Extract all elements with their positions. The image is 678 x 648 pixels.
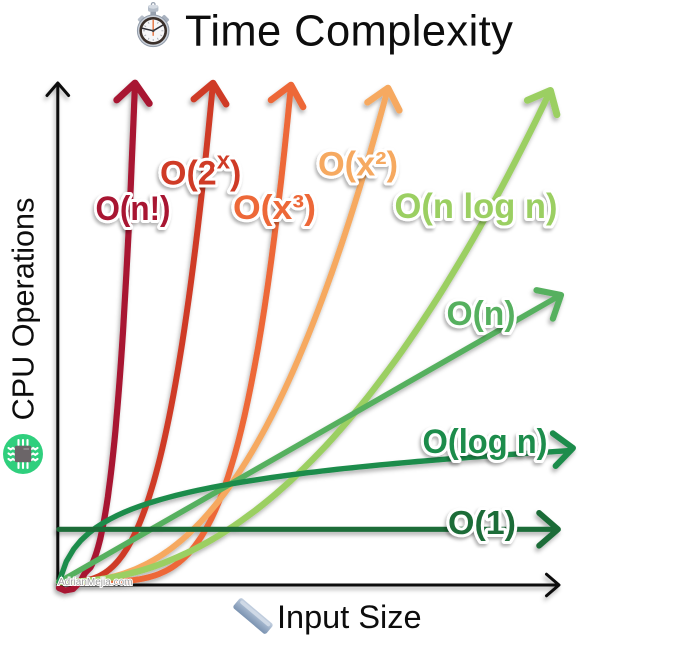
svg-text:AdrianMejia.com: AdrianMejia.com — [58, 577, 132, 588]
svg-text:O(n!): O(n!) — [96, 190, 171, 228]
svg-text:O(2x): O(2x) — [160, 148, 241, 193]
svg-text:CPU Operations: CPU Operations — [7, 198, 41, 421]
svg-text:O(n log n): O(n log n) — [395, 187, 558, 226]
svg-text:O(1): O(1) — [448, 504, 516, 541]
svg-text:O(n): O(n) — [447, 295, 516, 333]
svg-text:Input Size: Input Size — [277, 599, 422, 635]
svg-text:O(x²): O(x²) — [318, 146, 398, 184]
svg-text:Time Complexity: Time Complexity — [185, 8, 513, 56]
svg-text:O(log n): O(log n) — [423, 423, 548, 461]
svg-text:O(x³): O(x³) — [233, 189, 316, 227]
